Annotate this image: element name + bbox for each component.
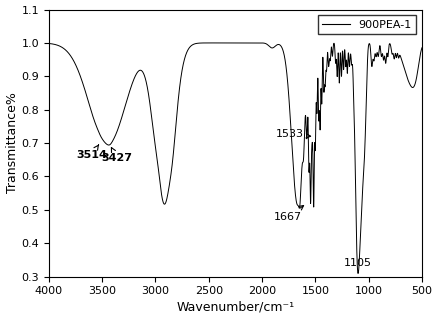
X-axis label: Wavenumber/cm⁻¹: Wavenumber/cm⁻¹ (177, 300, 294, 314)
Text: 3514: 3514 (76, 145, 107, 160)
Legend: 900PEA-1: 900PEA-1 (318, 15, 417, 34)
Y-axis label: Transmittance%: Transmittance% (6, 93, 18, 194)
Text: 1533: 1533 (276, 129, 311, 139)
Text: 3427: 3427 (102, 148, 133, 163)
Text: 1105: 1105 (343, 257, 371, 268)
Text: 1667: 1667 (274, 205, 304, 222)
